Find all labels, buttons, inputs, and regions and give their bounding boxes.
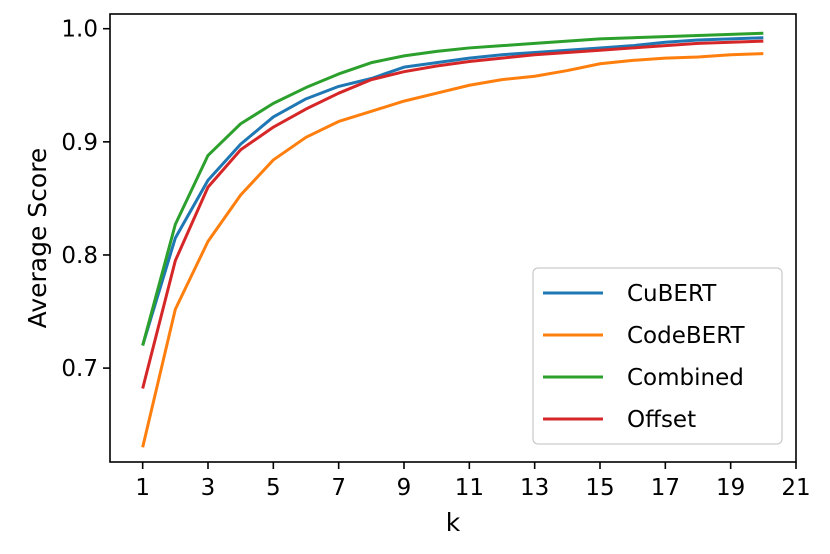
legend-label-combined: Combined [627,365,744,391]
series-line-cubert [141,36,764,346]
legend-label-offset: Offset [627,407,696,433]
series-line-combined [141,31,764,346]
y-tick-label: 1.0 [61,17,98,43]
series-line-codebert [141,52,764,448]
x-tick-label: 7 [331,475,346,501]
x-tick-label: 19 [716,475,745,501]
series-line-offset [141,39,764,389]
legend-frame [532,267,783,445]
legend: CuBERT CodeBERT Combined Offset [532,267,783,445]
x-tick-label: 13 [520,475,549,501]
plot-frame [109,13,797,463]
x-tick-label: 3 [201,475,216,501]
x-tick-label: 17 [651,475,680,501]
y-axis-ticks: 0.7 0.8 0.9 1.0 [61,17,110,382]
y-tick-label: 0.7 [61,356,98,382]
legend-label-codebert: CodeBERT [627,323,746,349]
x-tick-label: 15 [585,475,614,501]
y-axis-label: Average Score [23,148,52,329]
legend-label-cubert: CuBERT [627,281,717,307]
series-group [141,31,764,448]
y-tick-label: 0.8 [61,243,98,269]
y-tick-label: 0.9 [61,130,98,156]
x-tick-label: 21 [781,475,810,501]
x-tick-label: 9 [397,475,412,501]
x-tick-label: 1 [135,475,150,501]
x-tick-label: 11 [455,475,484,501]
x-axis-ticks: 1 3 5 7 9 11 13 15 17 19 21 [135,462,811,501]
x-tick-label: 5 [266,475,281,501]
plot-area [109,13,797,463]
x-axis-label: k [446,508,461,537]
